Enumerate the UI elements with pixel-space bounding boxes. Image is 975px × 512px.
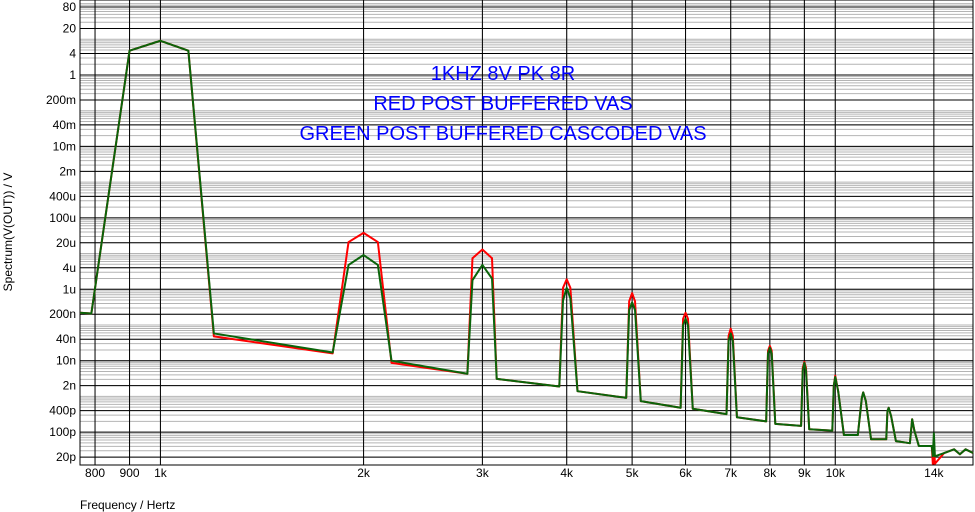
y-tick-label: 2n xyxy=(63,379,76,393)
y-tick-label: 40n xyxy=(56,332,76,346)
y-tick-label: 10m xyxy=(53,139,76,153)
x-tick-label: 1k xyxy=(154,466,168,480)
x-tick-label: 14k xyxy=(924,466,944,480)
y-tick-label: 400u xyxy=(49,189,76,203)
x-tick-label: 4k xyxy=(560,466,574,480)
y-tick-label: 4 xyxy=(69,47,76,61)
x-axis-label: Frequency / Hertz xyxy=(80,498,175,512)
x-tick-label: 3k xyxy=(476,466,490,480)
x-tick-label: 5k xyxy=(626,466,640,480)
y-tick-label: 10n xyxy=(56,354,76,368)
y-tick-label: 80 xyxy=(63,0,77,14)
chart-title-line: RED POST BUFFERED VAS xyxy=(373,93,632,115)
y-tick-label: 2m xyxy=(59,164,76,178)
chart-title-line: 1KHZ 8V PK 8R xyxy=(431,63,576,85)
y-tick-label: 4u xyxy=(63,261,76,275)
x-tick-label: 8k xyxy=(764,466,778,480)
y-tick-label: 20p xyxy=(56,450,76,464)
y-tick-label: 200n xyxy=(49,307,76,321)
y-tick-label: 100p xyxy=(49,425,76,439)
x-tick-label: 9k xyxy=(798,466,812,480)
y-tick-label: 400p xyxy=(49,404,76,418)
y-tick-label: 40m xyxy=(53,118,76,132)
y-tick-label: 20u xyxy=(56,236,76,250)
x-tick-label: 6k xyxy=(679,466,693,480)
x-tick-label: 2k xyxy=(357,466,371,480)
y-tick-label: 20 xyxy=(63,22,77,36)
y-axis-label: Spectrum(V(OUT)) / V xyxy=(1,173,15,292)
y-tick-label: 200m xyxy=(46,93,76,107)
grid xyxy=(79,0,974,466)
series-line xyxy=(79,39,974,458)
y-tick-label: 1u xyxy=(63,282,76,296)
x-tick-label: 10k xyxy=(826,466,846,480)
plot-frame xyxy=(79,0,974,466)
x-tick-label: 7k xyxy=(724,466,738,480)
x-tick-label: 800 xyxy=(85,466,105,480)
plot-lines xyxy=(79,39,974,465)
y-tick-label: 1 xyxy=(69,68,76,82)
labels: 80 20 4 1 200m 40m 10m 2m 400u 100u 20u 4u 1u 200n 40n… xyxy=(46,0,945,480)
x-tick-label: 900 xyxy=(120,466,140,480)
y-tick-label: 100u xyxy=(49,211,76,225)
chart-title-line: GREEN POST BUFFERED CASCODED VAS xyxy=(299,123,706,145)
